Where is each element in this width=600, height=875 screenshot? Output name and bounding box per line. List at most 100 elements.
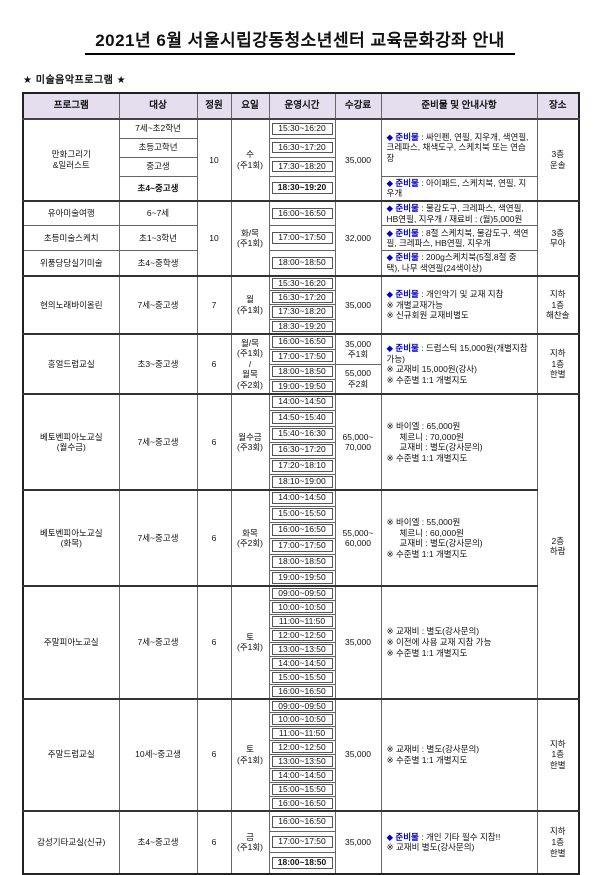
target-cell: 7세~중고생 <box>118 274 198 335</box>
time-slot: 15:40~16:30 <box>268 425 336 443</box>
time-slot: 17:30~18:20 <box>268 156 336 177</box>
table-row: 주말피아노교실 7세~중고생 6 토 (주1회) 09:00~09:50 35,… <box>22 585 579 700</box>
header-fee: 수강료 <box>334 92 382 120</box>
table-row: 18:00~18:50 55,000 주2회 <box>23 363 579 395</box>
notes-cell: ※ 바이엘 : 65,000원 체르니 : 70,000원 교재비 : 별도(강… <box>380 393 538 491</box>
target-cell: 10세~중고생 <box>118 697 198 812</box>
program-cell: 감성기타교실(신규) <box>22 809 120 875</box>
capacity-cell: 6 <box>196 697 232 812</box>
page-title: 2021년 6월 서울시립강동청소년센터 교육문화강좌 안내 <box>85 26 515 55</box>
table-row: 11:00~11:50 <box>23 613 579 629</box>
time-slot: 13:00~13:50 <box>268 641 336 657</box>
day-cell: 토 (주1회) <box>230 585 270 700</box>
time-slot: 16:30~17:20 <box>268 137 336 158</box>
fee-cell: 55,000 주2회 <box>334 363 382 395</box>
time-slot: 17:30~18:20 <box>268 304 336 320</box>
fee-cell: 35,000 주1회 <box>334 333 382 365</box>
program-cell: 베토벤피아노교실 (월수금) <box>22 393 120 491</box>
table-row: 14:00~14:50 <box>23 768 579 784</box>
table-row: 16:30~17:20 <box>23 290 579 306</box>
place-cell: 2층 하람 <box>536 393 580 700</box>
day-cell: 월수금 (주3회) <box>230 393 270 491</box>
fee-cell: 55,000~ 60,000 <box>334 489 382 587</box>
program-cell: 베토벤피아노교실 (화목) <box>22 489 120 587</box>
fee-cell: 65,000~ 70,000 <box>334 393 382 491</box>
notes-cell: ◆ 준비물 : 물감도구, 크레파스, 색연필, HB연필, 지우개 / 재료비… <box>380 199 538 227</box>
target-cell: 초3~중고생 <box>118 333 198 395</box>
table-row: 베토벤피아노교실 (화목) 7세~중고생 6 화목 (주2회) 14:00~14… <box>22 489 579 587</box>
target-cell: 7세~중고생 <box>118 393 198 491</box>
fee-cell: 35,000 <box>334 809 382 875</box>
time-slot: 16:00~16:50 <box>268 521 336 539</box>
table-row: 16:30~17:20 <box>23 441 579 459</box>
program-cell: 현의노래바이올린 <box>22 274 120 335</box>
table-row: 16:00~16:50 <box>23 521 579 539</box>
time-slot: 14:00~14:50 <box>268 655 336 671</box>
header-capacity: 정원 <box>196 92 232 120</box>
capacity-cell: 7 <box>196 274 232 335</box>
program-cell: 유아미술여행 <box>22 199 120 227</box>
time-slot: 11:00~11:50 <box>268 613 336 629</box>
table-row: 15:00~15:50 <box>23 669 579 685</box>
time-slot: 18:00~18:50 <box>268 553 336 571</box>
table-row: 만화그리기 &일러스트 7세~초2학년 10 수 (주1회) 15:30~16:… <box>22 118 580 202</box>
capacity-cell: 6 <box>196 809 232 875</box>
notes-cell: ◆ 준비물 : 200g스케치북(5절,8절 중 택), 나무 색연필(24색이… <box>380 250 538 277</box>
table-row: 11:00~11:50 <box>23 726 579 742</box>
table-row: 16:00~16:50 <box>23 795 579 812</box>
target-cell: 초등고학년 <box>118 137 198 158</box>
capacity-cell: 10 <box>196 118 232 202</box>
time-slot: 14:00~14:50 <box>268 768 336 784</box>
header-place: 장소 <box>536 92 580 120</box>
header-row: 프로그램 대상 정원 요일 운영시간 수강료 준비물 및 안내사항 장소 <box>22 92 580 120</box>
day-cell: 금 (주1회) <box>230 809 270 875</box>
time-slot: 16:30~17:20 <box>268 290 336 306</box>
table-row: 초등미술스케치 초1~3학년 17:00~17:50 ◆ 준비물 : 8절 스케… <box>22 225 579 252</box>
target-cell: 7세~중고생 <box>118 585 198 700</box>
time-slot: 16:00~16:50 <box>268 333 336 350</box>
table-row: 베토벤피아노교실 (월수금) 7세~중고생 6 월수금 (주3회) 14:00~… <box>22 393 580 700</box>
time-slot: 15:30~16:20 <box>268 118 336 139</box>
table-row: 위풍당당실기미술 초4~중학생 18:00~18:50 ◆ 준비물 : 200g… <box>22 250 579 277</box>
time-slot: 19:00~19:50 <box>268 569 336 587</box>
place-cell: 지하 1층 한별 <box>536 333 580 395</box>
time-slot: 16:30~17:20 <box>268 441 336 459</box>
table-row: 중고생 17:30~18:20 <box>23 156 579 177</box>
target-cell: 초4~중고생 <box>118 809 198 875</box>
target-cell: 초1~3학년 <box>118 225 198 252</box>
table-row: 19:00~19:50 <box>23 569 579 587</box>
notes-cell: ※ 교재비 : 별도(강사문의) ※ 이전에 사용 교재 지참 가능 ※ 수준별… <box>380 585 538 700</box>
day-cell: 화목 (주2회) <box>230 489 270 587</box>
time-slot: 17:00~17:50 <box>268 831 336 854</box>
notes-cell: ◆ 준비물 : 개인 기타 필수 지참!! ※ 교재비 별도(강사문의) <box>380 809 538 875</box>
time-slot: 15:30~16:20 <box>268 274 336 292</box>
header-day: 요일 <box>230 92 270 120</box>
table-row: 주말드럼교실 10세~중고생 6 토 (주1회) 09:00~09:50 35,… <box>22 697 580 812</box>
program-cell: 주말피아노교실 <box>22 585 120 700</box>
time-slot: 18:30~19:20 <box>268 175 336 202</box>
time-slot: 19:00~19:50 <box>268 378 336 395</box>
notes-cell: ◆ 준비물 : 아이패드, 스케치북, 연필, 지우개 <box>380 175 538 202</box>
day-cell: 월 (주1회) <box>230 274 270 335</box>
target-cell: 7세~중고생 <box>118 489 198 587</box>
fee-cell: 35,000 <box>334 274 382 335</box>
table-row: 17:00~17:50 <box>23 537 579 555</box>
table-row: 15:00~15:50 <box>23 505 579 523</box>
target-cell: 6~7세 <box>118 199 198 227</box>
header-target: 대상 <box>118 92 198 120</box>
time-slot: 18:00~18:50 <box>268 250 336 277</box>
notes-cell: ◆ 준비물 : 8절 스케치북, 물감도구, 색연필, 크레파스, HB연필, … <box>380 225 538 252</box>
notes-cell: ※ 교재비 : 별도(강사문의) ※ 수준별 1:1 개별지도 <box>380 697 538 812</box>
place-cell: 지하 1층 한별 <box>536 697 580 812</box>
day-cell: 월/목 (주1회) / 월목 (주2회) <box>230 333 270 395</box>
program-cell: 초등미술스케치 <box>22 225 120 252</box>
header-notes: 준비물 및 안내사항 <box>380 92 538 120</box>
time-slot: 16:00~16:50 <box>268 683 336 700</box>
time-slot: 09:00~09:50 <box>268 585 336 602</box>
table-row: 18:30~19:20 <box>23 318 579 335</box>
time-slot: 16:00~16:50 <box>268 809 336 833</box>
time-slot: 14:00~14:50 <box>268 393 336 411</box>
time-slot: 16:00~16:50 <box>268 795 336 812</box>
section-label: ★ 미술음악프로그램 ★ <box>23 75 127 86</box>
